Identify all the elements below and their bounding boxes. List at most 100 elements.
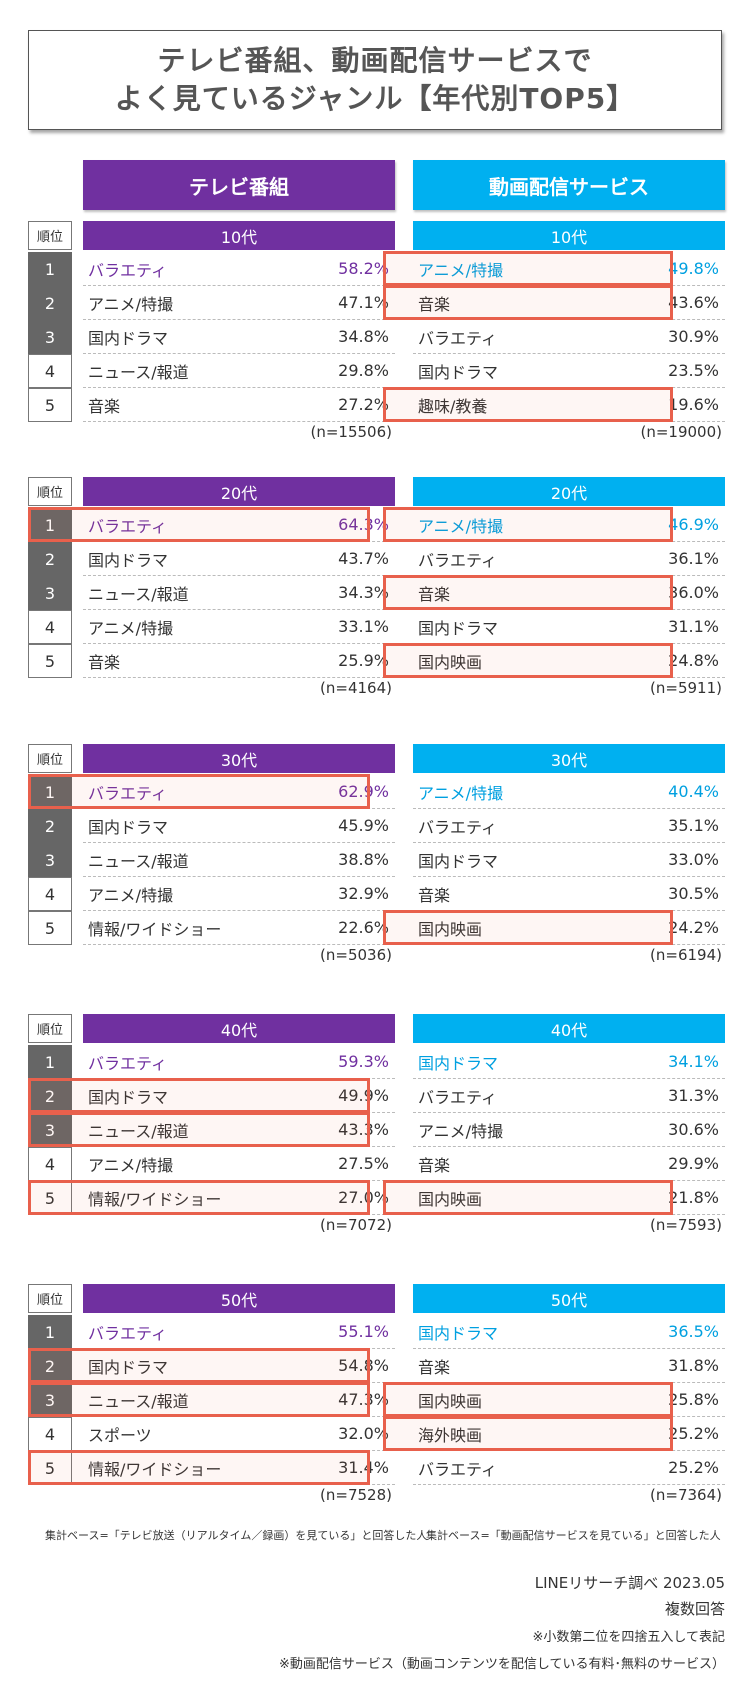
- percent-value: 25.9%: [338, 651, 389, 670]
- genre-label: 国内ドラマ: [88, 550, 169, 570]
- tv-sample-size: (n=5036): [320, 946, 392, 964]
- rank-cell: 1: [28, 252, 72, 286]
- percent-value: 59.3%: [338, 1052, 389, 1071]
- percent-value: 38.8%: [338, 850, 389, 869]
- percent-value: 32.0%: [338, 1424, 389, 1443]
- tv-genre-row: 国内ドラマ 34.8%: [83, 320, 395, 354]
- tv-age-header: 30代: [83, 744, 395, 773]
- vod-genre-row: アニメ/特撮 30.6%: [413, 1113, 725, 1147]
- genre-label: 国内ドラマ: [418, 851, 499, 871]
- vod-column-header: 動画配信サービス: [413, 160, 725, 210]
- percent-value: 54.8%: [338, 1356, 389, 1375]
- rank-cell: 1: [28, 775, 72, 809]
- tv-genre-row: 国内ドラマ 49.9%: [83, 1079, 395, 1113]
- rank-cell: 3: [28, 843, 72, 877]
- genre-label: 音楽: [418, 1155, 451, 1175]
- percent-value: 43.6%: [668, 293, 719, 312]
- vod-genre-row: バラエティ 25.2%: [413, 1451, 725, 1485]
- percent-value: 33.1%: [338, 617, 389, 636]
- genre-label: 情報/ワイドショー: [88, 919, 222, 939]
- genre-label: 海外映画: [418, 1425, 483, 1445]
- vod-definition-note: ※動画配信サービス（動画コンテンツを配信している有料･無料のサービス）: [278, 1657, 725, 1672]
- tv-genre-row: 情報/ワイドショー 22.6%: [83, 911, 395, 945]
- rounding-note: ※小数第二位を四捨五入して表記: [532, 1630, 725, 1645]
- tv-genre-row: ニュース/報道 29.8%: [83, 354, 395, 388]
- vod-genre-row: バラエティ 30.9%: [413, 320, 725, 354]
- percent-value: 55.1%: [338, 1322, 389, 1341]
- rank-cell: 1: [28, 1315, 72, 1349]
- genre-label: 国内ドラマ: [88, 328, 169, 348]
- percent-value: 31.3%: [668, 1086, 719, 1105]
- genre-label: ニュース/報道: [88, 1391, 189, 1411]
- tv-sample-size: (n=15506): [310, 423, 393, 441]
- genre-label: バラエティ: [88, 260, 168, 280]
- percent-value: 27.2%: [338, 395, 389, 414]
- percent-value: 27.0%: [338, 1188, 389, 1207]
- vod-age-header: 10代: [413, 221, 725, 250]
- rank-cell: 4: [28, 354, 72, 388]
- percent-value: 30.5%: [668, 884, 719, 903]
- genre-label: 国内映画: [418, 919, 483, 939]
- percent-value: 40.4%: [668, 782, 719, 801]
- percent-value: 35.1%: [668, 816, 719, 835]
- genre-label: バラエティ: [88, 516, 168, 536]
- percent-value: 34.3%: [338, 583, 389, 602]
- rank-cell: 3: [28, 1113, 72, 1147]
- genre-label: ニュース/報道: [88, 1121, 189, 1141]
- percent-value: 24.8%: [668, 651, 719, 670]
- percent-value: 30.6%: [668, 1120, 719, 1139]
- tv-genre-row: ニュース/報道 38.8%: [83, 843, 395, 877]
- rank-cell: 2: [28, 542, 72, 576]
- vod-genre-row: 国内映画 21.8%: [413, 1181, 725, 1215]
- genre-label: 国内ドラマ: [418, 1323, 499, 1343]
- genre-label: スポーツ: [88, 1425, 152, 1445]
- rank-cell: 5: [28, 1451, 72, 1485]
- percent-value: 49.9%: [338, 1086, 389, 1105]
- percent-value: 62.9%: [338, 782, 389, 801]
- rank-cell: 2: [28, 809, 72, 843]
- rank-header: 順位: [28, 744, 72, 773]
- vod-genre-row: 音楽 43.6%: [413, 286, 725, 320]
- percent-value: 34.8%: [338, 327, 389, 346]
- vod-genre-row: 国内ドラマ 34.1%: [413, 1045, 725, 1079]
- genre-label: アニメ/特撮: [418, 783, 504, 803]
- vod-genre-row: 国内ドラマ 23.5%: [413, 354, 725, 388]
- tv-age-header: 10代: [83, 221, 395, 250]
- genre-label: ニュース/報道: [88, 851, 189, 871]
- vod-genre-row: アニメ/特撮 46.9%: [413, 508, 725, 542]
- tv-genre-row: 音楽 25.9%: [83, 644, 395, 678]
- genre-label: アニメ/特撮: [418, 260, 504, 280]
- tv-age-header: 40代: [83, 1014, 395, 1043]
- percent-value: 36.5%: [668, 1322, 719, 1341]
- percent-value: 49.8%: [668, 259, 719, 278]
- genre-label: アニメ/特撮: [88, 885, 174, 905]
- percent-value: 43.7%: [338, 549, 389, 568]
- percent-value: 46.9%: [668, 515, 719, 534]
- vod-genre-row: 海外映画 25.2%: [413, 1417, 725, 1451]
- rank-header: 順位: [28, 1284, 72, 1313]
- vod-genre-row: 趣味/教養 19.6%: [413, 388, 725, 422]
- genre-label: 国内ドラマ: [418, 1053, 499, 1073]
- vod-age-header: 30代: [413, 744, 725, 773]
- vod-sample-size: (n=7364): [650, 1486, 722, 1504]
- tv-genre-row: 情報/ワイドショー 27.0%: [83, 1181, 395, 1215]
- vod-genre-row: 国内ドラマ 31.1%: [413, 610, 725, 644]
- rank-cell: 4: [28, 1147, 72, 1181]
- genre-label: バラエティ: [88, 1053, 168, 1073]
- percent-value: 27.5%: [338, 1154, 389, 1173]
- genre-label: 国内映画: [418, 1189, 483, 1209]
- rank-cell: 5: [28, 388, 72, 422]
- tv-genre-row: スポーツ 32.0%: [83, 1417, 395, 1451]
- tv-base-note: 集計ベース=「テレビ放送（リアルタイム／録画）を見ている」と回答した人: [45, 1529, 428, 1542]
- tv-column-header: テレビ番組: [83, 160, 395, 210]
- tv-genre-row: ニュース/報道 34.3%: [83, 576, 395, 610]
- genre-label: 音楽: [418, 885, 451, 905]
- title-box: テレビ番組、動画配信サービスで よく見ているジャンル【年代別TOP5】: [28, 30, 722, 130]
- vod-genre-row: アニメ/特撮 49.8%: [413, 252, 725, 286]
- genre-label: アニメ/特撮: [88, 618, 174, 638]
- rank-header: 順位: [28, 477, 72, 506]
- genre-label: 国内ドラマ: [418, 362, 499, 382]
- percent-value: 24.2%: [668, 918, 719, 937]
- tv-genre-row: アニメ/特撮 32.9%: [83, 877, 395, 911]
- vod-genre-row: 音楽 30.5%: [413, 877, 725, 911]
